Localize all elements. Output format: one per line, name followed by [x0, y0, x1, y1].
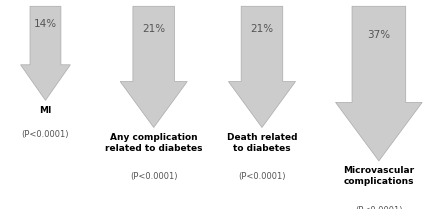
Text: 14%: 14% — [34, 19, 57, 29]
Text: (P<0.0001): (P<0.0001) — [130, 172, 178, 181]
Polygon shape — [120, 6, 187, 127]
Text: (P<0.0001): (P<0.0001) — [238, 172, 286, 181]
Text: (P<0.0001): (P<0.0001) — [355, 206, 403, 209]
Text: Any complication
related to diabetes: Any complication related to diabetes — [105, 133, 203, 153]
Polygon shape — [336, 6, 422, 161]
Text: Microvascular
complications: Microvascular complications — [343, 166, 414, 186]
Text: 21%: 21% — [142, 24, 165, 34]
Text: 37%: 37% — [367, 30, 391, 40]
Polygon shape — [20, 6, 70, 100]
Text: MI: MI — [39, 106, 52, 115]
Text: 21%: 21% — [250, 24, 274, 34]
Text: Death related
to diabetes: Death related to diabetes — [227, 133, 297, 153]
Polygon shape — [229, 6, 295, 127]
Text: (P<0.0001): (P<0.0001) — [22, 130, 69, 139]
